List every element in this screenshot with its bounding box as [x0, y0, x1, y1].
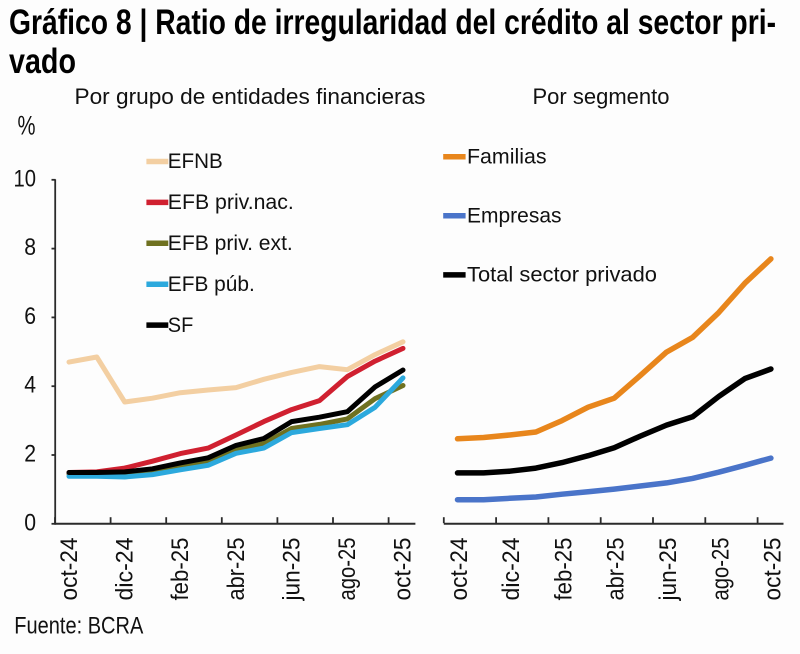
svg-text:ago-25: ago-25 — [707, 538, 734, 601]
svg-text:2: 2 — [24, 441, 36, 468]
svg-text:6: 6 — [24, 303, 36, 330]
svg-text:vado: vado — [9, 42, 76, 81]
svg-text:oct-25: oct-25 — [760, 538, 787, 601]
svg-text:EFB priv. ext.: EFB priv. ext. — [168, 231, 293, 255]
svg-text:oct-25: oct-25 — [390, 538, 417, 601]
svg-text:Total sector privado: Total sector privado — [467, 263, 657, 287]
svg-text:0: 0 — [24, 509, 36, 536]
svg-text:abr-25: abr-25 — [603, 538, 630, 601]
svg-text:jun-25: jun-25 — [655, 538, 682, 602]
svg-text:8: 8 — [24, 234, 36, 261]
svg-text:Empresas: Empresas — [467, 204, 562, 228]
svg-text:10: 10 — [14, 165, 37, 192]
svg-text:oct-24: oct-24 — [56, 538, 83, 601]
svg-text:dic-24: dic-24 — [112, 538, 139, 601]
svg-text:Por segmento: Por segmento — [533, 84, 670, 109]
svg-text:EFB púb.: EFB púb. — [168, 272, 255, 296]
svg-text:Por grupo de entidades financi: Por grupo de entidades financieras — [75, 84, 426, 109]
svg-text:ago-25: ago-25 — [334, 538, 361, 601]
svg-text:Fuente: BCRA: Fuente: BCRA — [14, 612, 144, 639]
svg-text:Familias: Familias — [467, 144, 547, 168]
svg-text:SF: SF — [168, 313, 194, 337]
svg-text:feb-25: feb-25 — [167, 538, 194, 601]
svg-text:4: 4 — [24, 372, 36, 399]
svg-text:EFNB: EFNB — [168, 149, 223, 173]
svg-text:oct-24: oct-24 — [446, 538, 473, 601]
svg-text:%: % — [18, 111, 36, 141]
svg-text:Gráfico 8 | Ratio de irregular: Gráfico 8 | Ratio de irregularidad del c… — [9, 3, 776, 42]
svg-text:feb-25: feb-25 — [550, 538, 577, 601]
svg-text:dic-24: dic-24 — [498, 538, 525, 601]
svg-text:EFB priv.nac.: EFB priv.nac. — [168, 190, 294, 214]
svg-text:abr-25: abr-25 — [223, 538, 250, 601]
svg-text:jun-25: jun-25 — [278, 538, 305, 602]
